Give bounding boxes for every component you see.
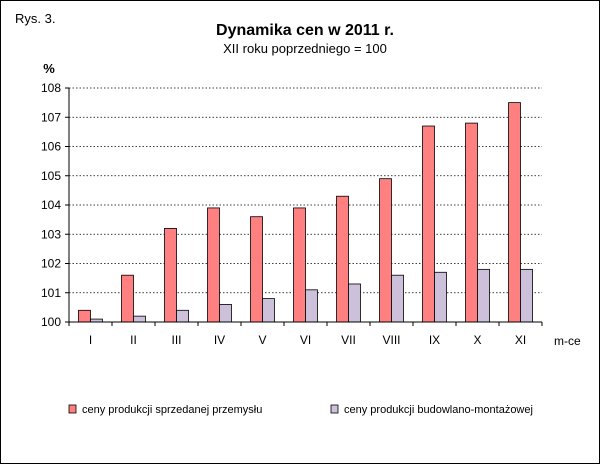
- bar-1-VII: [336, 195, 349, 323]
- y-tick-label: 108: [41, 81, 61, 95]
- bar-2-V: [262, 298, 275, 323]
- bar-1-VI: [293, 207, 306, 323]
- bar-1-XI: [508, 102, 521, 323]
- x-tick-label: XI: [515, 333, 526, 347]
- bar-2-II: [133, 315, 146, 323]
- x-tick-label: II: [130, 333, 137, 347]
- chart-title: Dynamika cen w 2011 r.: [216, 22, 394, 39]
- x-tick-label: V: [258, 333, 266, 347]
- x-axis-label: m-ce: [554, 334, 581, 348]
- x-tick-label: VII: [341, 333, 356, 347]
- bar-1-I: [78, 309, 91, 323]
- chart-subtitle: XII roku poprzedniego = 100: [223, 41, 387, 56]
- bar-2-VIII: [391, 274, 404, 323]
- legend-swatch-2: [330, 404, 339, 414]
- bar-1-V: [250, 216, 263, 323]
- figure-label: Rys. 3.: [15, 11, 55, 26]
- bar-2-IV: [219, 304, 232, 323]
- x-tick-label: X: [473, 333, 481, 347]
- bar-1-II: [121, 274, 134, 323]
- x-tick-label: IX: [429, 333, 440, 347]
- y-tick-label: 102: [41, 257, 61, 271]
- y-tick-label: 100: [41, 315, 61, 329]
- x-tick-label: III: [171, 333, 181, 347]
- legend-label-2: ceny produkcji budowlano-montażowej: [344, 404, 533, 416]
- legend-label-1: ceny produkcji sprzedanej przemysłu: [82, 404, 262, 416]
- bar-1-VIII: [379, 178, 392, 323]
- bar-1-X: [465, 122, 478, 323]
- x-tick-label: VIII: [382, 333, 400, 347]
- y-tick-label: 104: [41, 198, 61, 212]
- bar-2-VI: [305, 289, 318, 323]
- x-tick-label: VI: [300, 333, 311, 347]
- bar-2-VII: [348, 283, 361, 323]
- bar-2-XI: [520, 268, 533, 323]
- x-tick-label: IV: [214, 333, 225, 347]
- y-tick-label: 107: [41, 110, 61, 124]
- bar-2-III: [176, 309, 189, 323]
- y-tick-label: 105: [41, 169, 61, 183]
- y-tick-label: 106: [41, 140, 61, 154]
- legend: ceny produkcji sprzedanej przemysłu ceny …: [68, 404, 533, 416]
- bar-1-III: [164, 227, 177, 323]
- bar-1-IX: [422, 125, 435, 323]
- x-tick-label: I: [89, 333, 92, 347]
- y-tick-label: 103: [41, 227, 61, 241]
- bar-1-IV: [207, 207, 220, 323]
- y-axis-label: %: [43, 61, 55, 76]
- bar-2-X: [477, 268, 490, 323]
- legend-swatch-1: [68, 404, 77, 414]
- bars: [78, 102, 533, 323]
- y-tick-label: 101: [41, 286, 61, 300]
- bar-2-IX: [434, 271, 447, 323]
